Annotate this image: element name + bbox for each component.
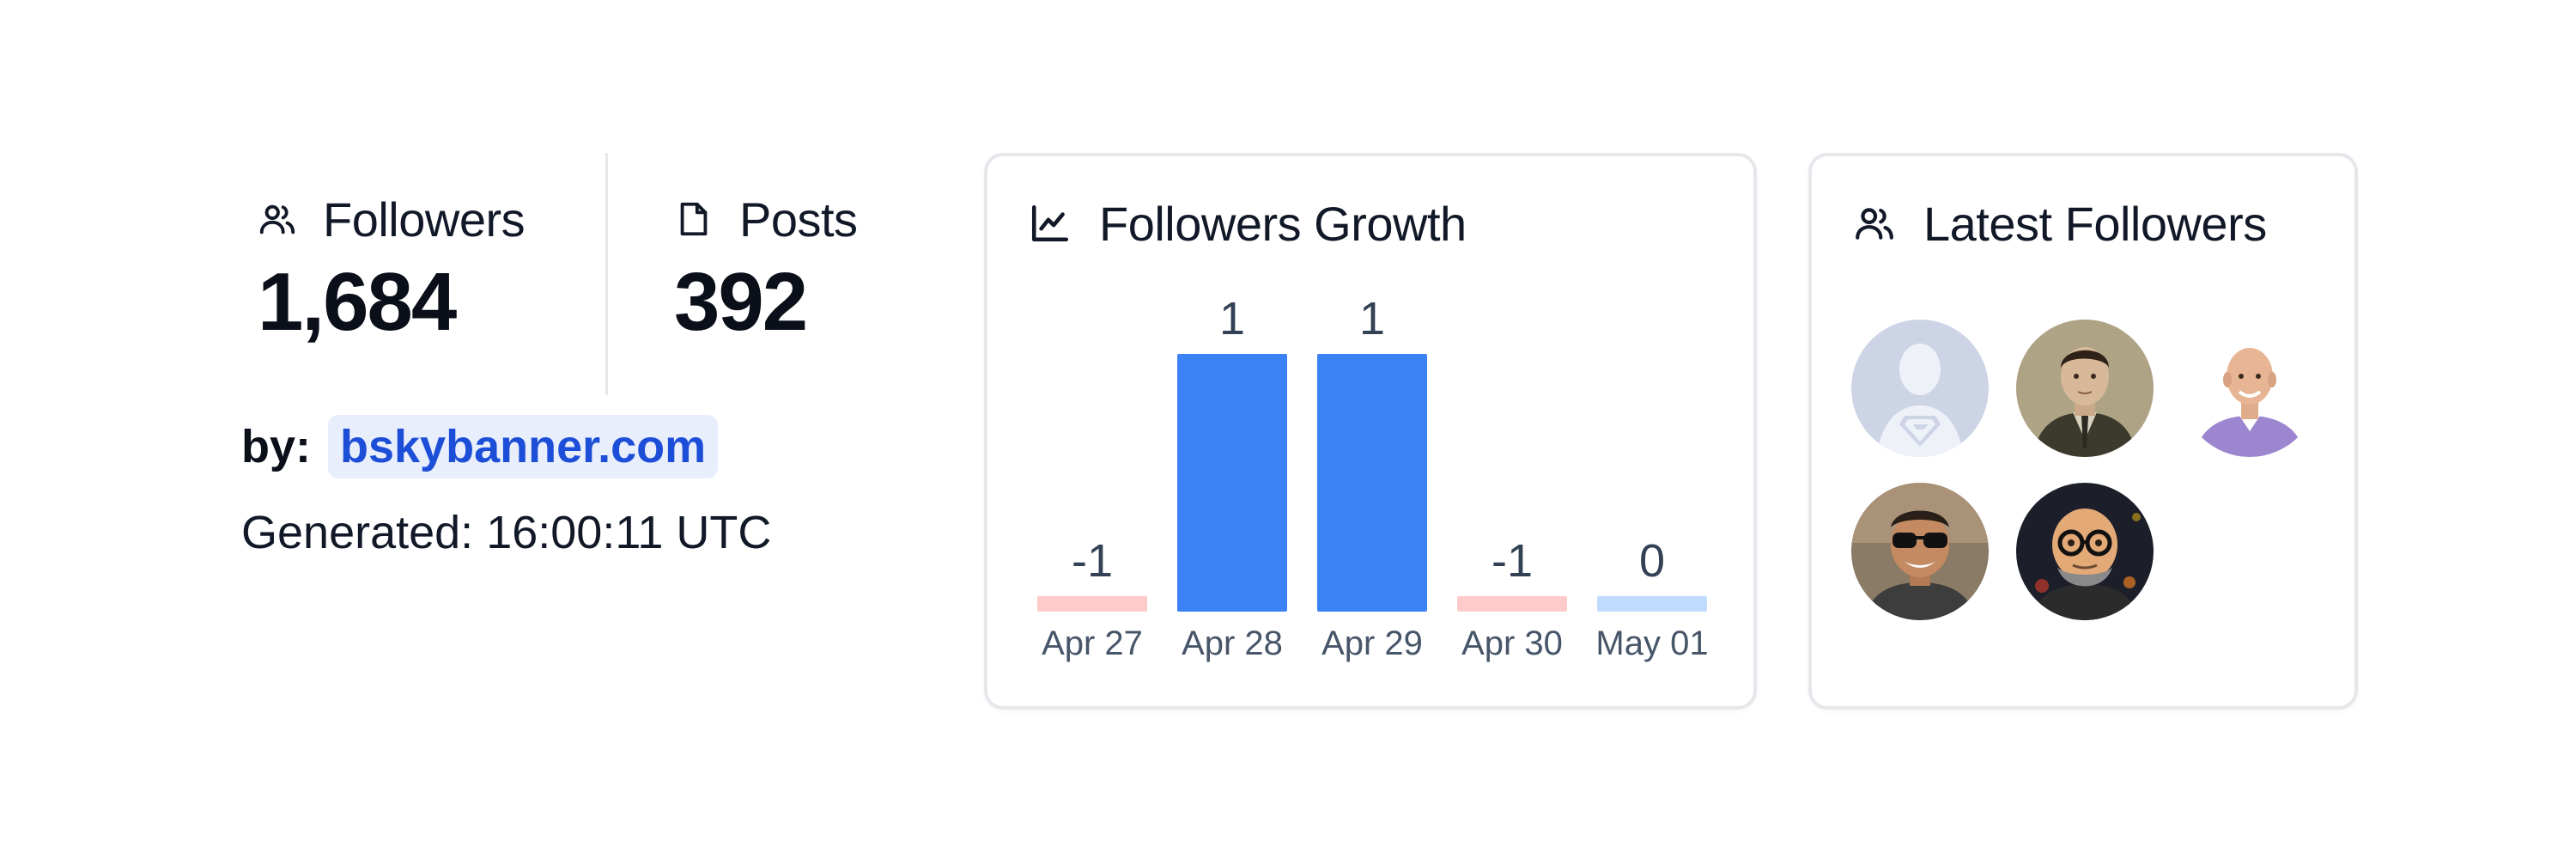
followers-stat: Followers 1,684 xyxy=(258,189,526,348)
followers-growth-chart: -1 Apr 27 1 Apr 28 1 Apr 29 -1 Apr 30 0 May 01 xyxy=(987,156,1753,706)
x-tick-label: May 01 xyxy=(1595,624,1709,662)
follower-avatar-2[interactable] xyxy=(2016,320,2154,457)
users-icon xyxy=(259,204,295,235)
followers-card-header: Latest Followers xyxy=(1853,189,2267,258)
follower-avatar-4[interactable] xyxy=(1851,483,1989,620)
bald-man-purple-shirt-avatar xyxy=(2181,320,2318,457)
followers-count: 1,684 xyxy=(258,256,457,348)
posts-stat: Posts 392 xyxy=(674,189,858,344)
x-tick-label: Apr 29 xyxy=(1321,624,1423,662)
users-icon xyxy=(1856,208,1893,240)
posts-stat-header: Posts xyxy=(674,189,858,249)
followers-card-title: Latest Followers xyxy=(1923,196,2267,251)
superman-placeholder-avatar xyxy=(1851,320,1989,457)
bar-apr-29 xyxy=(1317,354,1427,612)
bskybanner-link[interactable]: bskybanner.com xyxy=(328,415,719,478)
x-tick-label: Apr 30 xyxy=(1461,624,1563,662)
x-tick-label: Apr 28 xyxy=(1182,624,1283,662)
x-tick-label: Apr 27 xyxy=(1042,624,1143,662)
bar-value-label: -1 xyxy=(1491,535,1533,587)
bar-value-label: -1 xyxy=(1071,535,1113,587)
latest-followers-card: Latest Followers xyxy=(1808,153,2358,710)
bar-apr-27 xyxy=(1037,596,1147,612)
cartoon-glasses-man-avatar xyxy=(2016,483,2154,620)
bar-value-label: 1 xyxy=(1218,293,1246,344)
bar-may-01 xyxy=(1597,596,1707,612)
follower-avatar-5[interactable] xyxy=(2016,483,2154,620)
bar-apr-30 xyxy=(1457,596,1567,612)
follower-avatar-1[interactable] xyxy=(1851,320,1989,457)
follower-avatar-3[interactable] xyxy=(2181,320,2318,457)
bar-value-label: 1 xyxy=(1358,293,1386,344)
bar-apr-28 xyxy=(1177,354,1287,612)
line-chart-icon xyxy=(1031,204,1069,242)
posts-count: 392 xyxy=(674,256,808,348)
followers-stat-header: Followers xyxy=(258,189,526,249)
followers-label: Followers xyxy=(323,192,526,247)
stats-divider xyxy=(605,153,608,395)
generated-timestamp: Generated: 16:00:11 UTC xyxy=(241,507,772,558)
bar-value-label: 0 xyxy=(1638,535,1666,587)
growth-card-title: Followers Growth xyxy=(1099,196,1467,251)
followers-growth-card: Followers Growth -1 Apr 27 1 Apr 28 1 Apr 29-… xyxy=(984,153,1757,710)
byline: by: bskybanner.com xyxy=(241,412,719,481)
file-icon xyxy=(680,202,708,236)
growth-card-header: Followers Growth xyxy=(1029,189,1467,258)
sunglasses-man-avatar xyxy=(1851,483,1989,620)
vintage-portrait-avatar xyxy=(2016,320,2154,457)
byline-label: by: xyxy=(241,421,311,472)
posts-label: Posts xyxy=(739,192,858,247)
